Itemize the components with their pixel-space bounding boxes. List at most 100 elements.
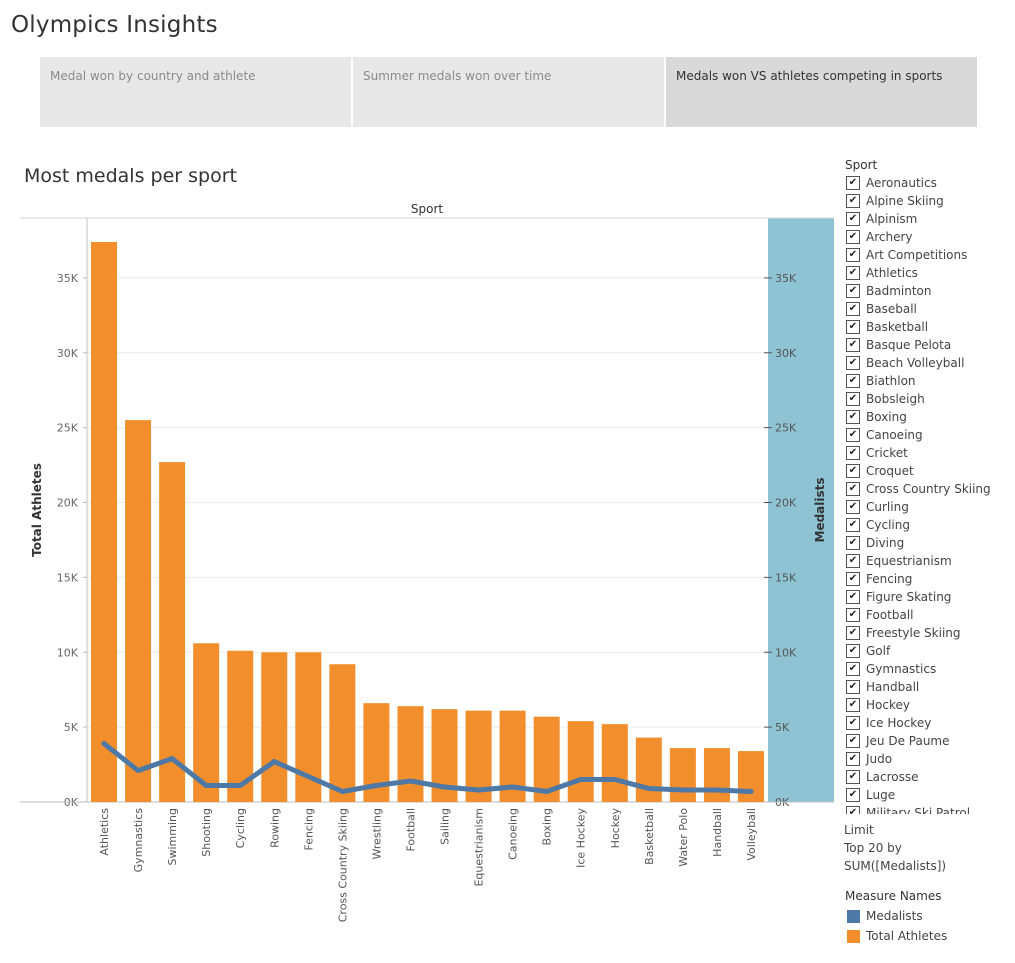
tab-medals-vs-athletes[interactable]: Medals won VS athletes competing in spor… bbox=[666, 57, 977, 127]
bar-total-athletes bbox=[703, 748, 730, 802]
x-tick-label: Volleyball bbox=[745, 808, 758, 861]
checkbox-checked-icon[interactable] bbox=[846, 410, 860, 424]
checkbox-checked-icon[interactable] bbox=[846, 356, 860, 370]
checkbox-checked-icon[interactable] bbox=[846, 626, 860, 640]
sport-filter-item[interactable]: Freestyle Skiing bbox=[843, 624, 1015, 642]
sport-filter-label: Golf bbox=[866, 644, 891, 658]
checkbox-checked-icon[interactable] bbox=[846, 788, 860, 802]
sport-filter-item[interactable]: Golf bbox=[843, 642, 1015, 660]
sport-filter-item[interactable]: Curling bbox=[843, 498, 1015, 516]
checkbox-checked-icon[interactable] bbox=[846, 680, 860, 694]
sport-filter-item[interactable]: Athletics bbox=[843, 264, 1015, 282]
sport-filter-label: Basque Pelota bbox=[866, 338, 952, 352]
checkbox-checked-icon[interactable] bbox=[846, 428, 860, 442]
checkbox-checked-icon[interactable] bbox=[846, 806, 860, 814]
checkbox-checked-icon[interactable] bbox=[846, 248, 860, 262]
x-tick-label: Wrestling bbox=[370, 808, 383, 860]
sport-filter-item[interactable]: Gymnastics bbox=[843, 660, 1015, 678]
sport-filter-item[interactable]: Boxing bbox=[843, 408, 1015, 426]
checkbox-checked-icon[interactable] bbox=[846, 518, 860, 532]
bar-total-athletes bbox=[397, 706, 424, 802]
sport-filter-item[interactable]: Cross Country Skiing bbox=[843, 480, 1015, 498]
checkbox-checked-icon[interactable] bbox=[846, 302, 860, 316]
checkbox-checked-icon[interactable] bbox=[846, 320, 860, 334]
bar-total-athletes bbox=[635, 737, 662, 802]
sport-filter-item[interactable]: Bobsleigh bbox=[843, 390, 1015, 408]
y-tick-label-left: 20K bbox=[57, 497, 79, 510]
checkbox-checked-icon[interactable] bbox=[846, 230, 860, 244]
checkbox-checked-icon[interactable] bbox=[846, 770, 860, 784]
checkbox-checked-icon[interactable] bbox=[846, 464, 860, 478]
sport-filter-item[interactable]: Equestrianism bbox=[843, 552, 1015, 570]
sport-filter-item[interactable]: Basque Pelota bbox=[843, 336, 1015, 354]
checkbox-checked-icon[interactable] bbox=[846, 482, 860, 496]
checkbox-checked-icon[interactable] bbox=[846, 698, 860, 712]
point-medalists bbox=[271, 759, 277, 765]
sport-filter-item[interactable]: Aeronautics bbox=[843, 174, 1015, 192]
checkbox-checked-icon[interactable] bbox=[846, 554, 860, 568]
checkbox-checked-icon[interactable] bbox=[846, 338, 860, 352]
sport-filter-item[interactable]: Lacrosse bbox=[843, 768, 1015, 786]
bar-total-athletes bbox=[91, 241, 118, 802]
checkbox-checked-icon[interactable] bbox=[846, 590, 860, 604]
sport-filter-list[interactable]: Aeronautics Alpine Skiing Alpinism Archery A… bbox=[843, 174, 1015, 814]
checkbox-checked-icon[interactable] bbox=[846, 212, 860, 226]
y-tick-label-left: 10K bbox=[57, 646, 79, 659]
legend-title: Measure Names bbox=[845, 889, 942, 903]
checkbox-checked-icon[interactable] bbox=[846, 374, 860, 388]
checkbox-checked-icon[interactable] bbox=[846, 194, 860, 208]
measure-names-legend: Measure Names Medalists Total Athletes bbox=[845, 889, 947, 946]
sport-filter-item[interactable]: Beach Volleyball bbox=[843, 354, 1015, 372]
checkbox-checked-icon[interactable] bbox=[846, 176, 860, 190]
checkbox-checked-icon[interactable] bbox=[846, 446, 860, 460]
sport-filter-item[interactable]: Diving bbox=[843, 534, 1015, 552]
sport-filter-item[interactable]: Luge bbox=[843, 786, 1015, 804]
sport-filter-item[interactable]: Badminton bbox=[843, 282, 1015, 300]
sport-filter-item[interactable]: Cricket bbox=[843, 444, 1015, 462]
legend-item-medalists[interactable]: Medalists bbox=[845, 906, 947, 926]
sport-filter-item[interactable]: Fencing bbox=[843, 570, 1015, 588]
sport-filter-item[interactable]: Biathlon bbox=[843, 372, 1015, 390]
legend-item-total-athletes[interactable]: Total Athletes bbox=[845, 926, 947, 946]
checkbox-checked-icon[interactable] bbox=[846, 284, 860, 298]
tab-summer-medals-over-time[interactable]: Summer medals won over time bbox=[353, 57, 664, 127]
sport-filter-item[interactable]: Military Ski Patrol bbox=[843, 804, 1015, 814]
sport-filter-item[interactable]: Figure Skating bbox=[843, 588, 1015, 606]
checkbox-checked-icon[interactable] bbox=[846, 644, 860, 658]
checkbox-checked-icon[interactable] bbox=[846, 266, 860, 280]
y-tick-label-right: 5K bbox=[775, 721, 790, 734]
sport-filter-item[interactable]: Handball bbox=[843, 678, 1015, 696]
y-tick-label-right: 15K bbox=[775, 571, 797, 584]
sport-filter-item[interactable]: Judo bbox=[843, 750, 1015, 768]
bar-total-athletes bbox=[125, 420, 152, 802]
checkbox-checked-icon[interactable] bbox=[846, 572, 860, 586]
x-tick-label: Swimming bbox=[166, 808, 179, 865]
checkbox-checked-icon[interactable] bbox=[846, 392, 860, 406]
checkbox-checked-icon[interactable] bbox=[846, 734, 860, 748]
sport-filter-item[interactable]: Alpinism bbox=[843, 210, 1015, 228]
limit-measure-label: SUM([Medalists]) bbox=[844, 859, 947, 873]
tab-medals-by-country[interactable]: Medal won by country and athlete bbox=[40, 57, 351, 127]
sport-filter-item[interactable]: Alpine Skiing bbox=[843, 192, 1015, 210]
checkbox-checked-icon[interactable] bbox=[846, 752, 860, 766]
sport-filter-item[interactable]: Archery bbox=[843, 228, 1015, 246]
plot-area-background bbox=[20, 218, 834, 802]
checkbox-checked-icon[interactable] bbox=[846, 716, 860, 730]
sport-filter-item[interactable]: Football bbox=[843, 606, 1015, 624]
checkbox-checked-icon[interactable] bbox=[846, 536, 860, 550]
chart-title: Most medals per sport bbox=[24, 165, 237, 187]
sport-filter-item[interactable]: Jeu De Paume bbox=[843, 732, 1015, 750]
y-tick-label-right: 10K bbox=[775, 646, 797, 659]
sport-filter-item[interactable]: Basketball bbox=[843, 318, 1015, 336]
sport-filter-item[interactable]: Cycling bbox=[843, 516, 1015, 534]
sport-filter-item[interactable]: Hockey bbox=[843, 696, 1015, 714]
sport-filter-item[interactable]: Canoeing bbox=[843, 426, 1015, 444]
sport-filter-item[interactable]: Croquet bbox=[843, 462, 1015, 480]
checkbox-checked-icon[interactable] bbox=[846, 608, 860, 622]
sport-filter-item[interactable]: Art Competitions bbox=[843, 246, 1015, 264]
right-axis-band bbox=[768, 218, 834, 802]
checkbox-checked-icon[interactable] bbox=[846, 500, 860, 514]
sport-filter-item[interactable]: Ice Hockey bbox=[843, 714, 1015, 732]
checkbox-checked-icon[interactable] bbox=[846, 662, 860, 676]
sport-filter-item[interactable]: Baseball bbox=[843, 300, 1015, 318]
